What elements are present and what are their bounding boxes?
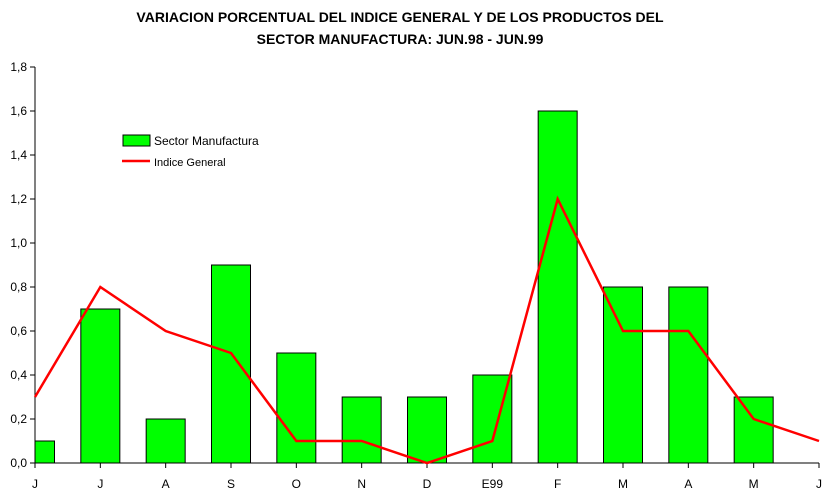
bar-series [34, 110, 774, 464]
x-tick-label: J [97, 477, 103, 491]
chart-title-line1: VARIACION PORCENTUAL DEL INDICE GENERAL … [136, 9, 664, 25]
bar [668, 286, 709, 464]
y-tick-label: 0,0 [10, 456, 27, 470]
x-tick-label: M [618, 477, 628, 491]
bar [537, 110, 578, 464]
bar [407, 396, 447, 464]
legend: Sector Manufactura Indice General [122, 134, 259, 169]
x-tick-label: M [749, 477, 759, 491]
bar [34, 440, 55, 464]
y-tick-label: 1,2 [10, 192, 27, 206]
x-tick-label: F [554, 477, 561, 491]
y-tick-label: 1,0 [10, 236, 27, 250]
bar [603, 286, 643, 464]
y-tick-label: 1,8 [10, 60, 27, 74]
x-tick-label: A [684, 477, 692, 491]
line-series [33, 195, 820, 465]
y-tick-label: 1,4 [10, 148, 27, 162]
chart-title-line2: SECTOR MANUFACTURA: JUN.98 - JUN.99 [256, 31, 544, 47]
x-tick-label: J [816, 477, 822, 491]
y-tick-label: 0,4 [10, 368, 27, 382]
bar [276, 352, 317, 464]
x-tick-label: D [423, 477, 432, 491]
y-tick-label: 0,6 [10, 324, 27, 338]
x-tick-label: S [227, 477, 235, 491]
bar [145, 418, 186, 464]
x-tick-label: A [162, 477, 170, 491]
legend-swatch-sector-manufactura [122, 134, 151, 147]
y-tick-labels: 0,0 0,2 0,4 0,6 0,8 1,0 1,2 1,4 1,6 1,8 [10, 60, 27, 470]
x-tick-label: N [357, 477, 366, 491]
legend-label-sector-manufactura: Sector Manufactura [154, 134, 259, 148]
y-tick-label: 0,8 [10, 280, 27, 294]
x-tick-label: E99 [482, 477, 504, 491]
y-tick-label: 0,2 [10, 412, 27, 426]
bar [733, 396, 774, 464]
x-tick-label: J [32, 477, 38, 491]
bar [211, 264, 251, 464]
legend-label-indice-general: Indice General [154, 157, 226, 169]
bar [341, 396, 382, 464]
x-tick-labels: J J A S O N D E99 F M A M J [32, 477, 822, 491]
y-tick-label: 1,6 [10, 104, 27, 118]
x-tick-label: O [292, 477, 301, 491]
bar [80, 308, 121, 464]
